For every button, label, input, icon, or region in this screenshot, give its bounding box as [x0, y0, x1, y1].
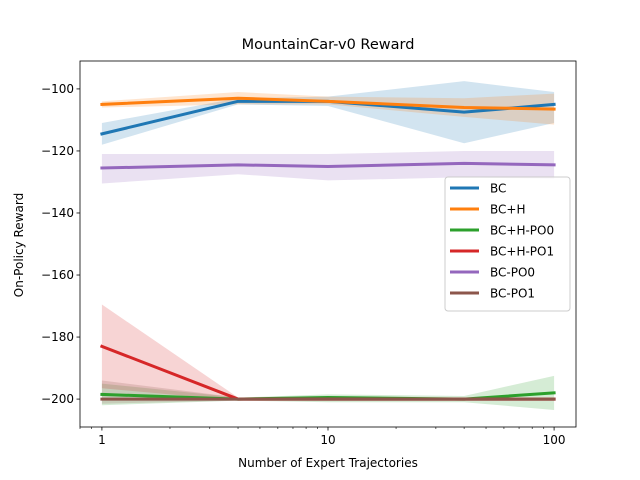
x-tick-label-0: 1 — [98, 433, 106, 447]
y-tick-label-2: −140 — [41, 206, 74, 220]
legend-label-3: BC+H-PO1 — [490, 245, 554, 259]
x-tick-label-2: 100 — [543, 433, 566, 447]
legend-label-1: BC+H — [490, 203, 525, 217]
band-series-3 — [101, 304, 555, 401]
line-series-4 — [100, 161, 556, 170]
y-tick-label-0: −100 — [41, 82, 74, 96]
line-series-2 — [100, 391, 556, 401]
y-tick-label-4: −180 — [41, 330, 74, 344]
chart-title: MountainCar-v0 Reward — [242, 37, 415, 53]
x-tick-label-1: 10 — [320, 433, 335, 447]
legend-label-5: BC-PO1 — [490, 287, 535, 301]
x-axis-title: Number of Expert Trajectories — [238, 456, 418, 470]
legend-label-0: BC — [490, 182, 506, 196]
y-tick-label-1: −120 — [41, 144, 74, 158]
y-tick-label-5: −200 — [41, 392, 74, 406]
y-axis-title: On-Policy Reward — [12, 193, 26, 297]
band-series-0 — [101, 81, 555, 145]
band-series-2 — [101, 375, 555, 410]
series-lines — [99, 96, 556, 401]
y-tick-label-3: −160 — [41, 268, 74, 282]
axes: 1 10 100 −100 −120 −140 −160 −180 −200 — [41, 60, 577, 447]
line-series-1 — [100, 96, 556, 111]
legend-label-2: BC+H-PO0 — [490, 224, 554, 238]
legend: BC BC+H BC+H-PO0 BC+H-PO1 BC-PO0 BC-PO1 — [444, 176, 571, 312]
legend-label-4: BC-PO0 — [490, 266, 535, 280]
